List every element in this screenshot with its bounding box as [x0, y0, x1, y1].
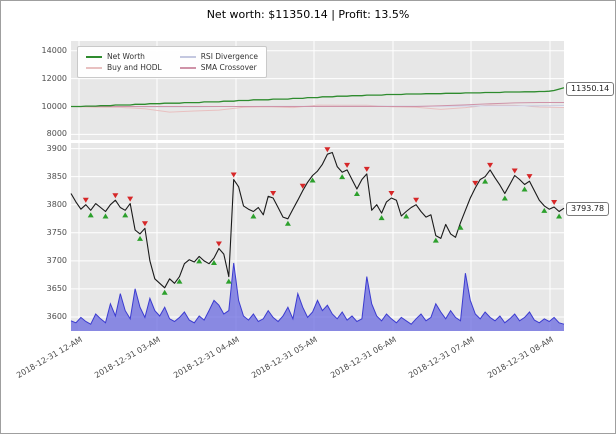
net-worth-annotation: 11350.14	[566, 81, 615, 96]
price-annotation: 3793.78	[566, 202, 610, 217]
buy-and-hodl-line-swatch	[86, 66, 102, 69]
chart-legend: Net Worth Buy and HODL RSI Divergence SM…	[77, 46, 268, 78]
rsi-divergence-line-swatch	[179, 55, 196, 58]
y-tick-label: 3850	[46, 171, 67, 181]
legend-label-buy-and-hodl: Buy and HODL	[107, 63, 162, 72]
legend-item-net-worth: Net Worth	[86, 52, 162, 61]
y-tick-label: 10000	[41, 101, 67, 111]
net-worth-line-swatch	[86, 55, 102, 58]
y-tick-label: 3900	[46, 143, 67, 153]
legend-item-rsi-divergence: RSI Divergence	[179, 52, 259, 61]
y-tick-label: 3600	[46, 311, 67, 321]
y-tick-label: 3750	[46, 227, 67, 237]
y-tick-label: 8000	[46, 129, 67, 139]
y-tick-label: 3800	[46, 199, 67, 209]
legend-item-buy-and-hodl: Buy and HODL	[86, 63, 162, 72]
chart-title: Net worth: $11350.14 | Profit: 13.5%	[206, 8, 410, 21]
legend-label-rsi-divergence: RSI Divergence	[200, 52, 259, 61]
legend-label-sma-crossover: SMA Crossover	[200, 63, 257, 72]
y-tick-label: 3650	[46, 283, 67, 293]
y-tick-label: 14000	[41, 45, 67, 55]
sma-crossover-line-swatch	[179, 66, 196, 69]
y-tick-label: 3700	[46, 255, 67, 265]
legend-label-net-worth: Net Worth	[107, 52, 145, 61]
y-tick-label: 12000	[41, 73, 67, 83]
legend-item-sma-crossover: SMA Crossover	[179, 63, 258, 72]
